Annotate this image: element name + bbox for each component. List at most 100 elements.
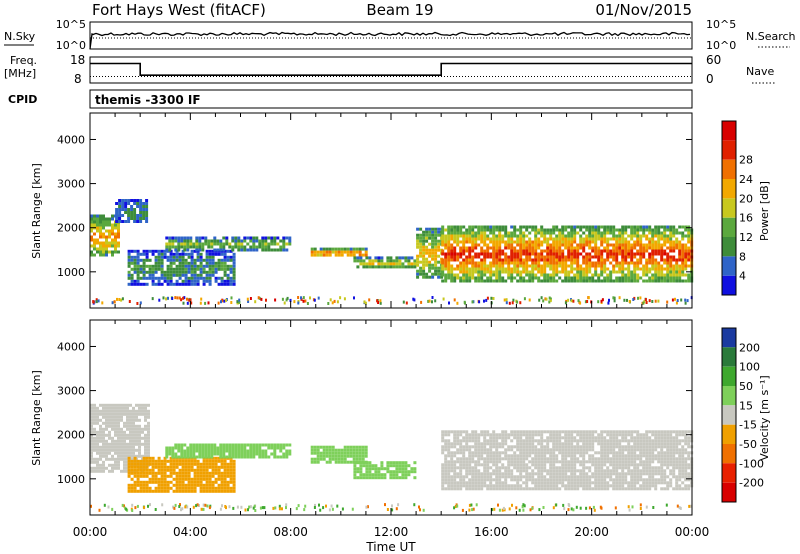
power-cell-2 <box>190 267 194 271</box>
power-cell-2 <box>211 264 215 268</box>
power-cell-0 <box>99 229 102 233</box>
velocity-cell-5 <box>561 448 565 452</box>
power-cell-7 <box>444 240 448 244</box>
velocity-cell-2 <box>177 446 181 450</box>
power-cell-7 <box>555 252 559 256</box>
power-cell-3 <box>177 236 181 240</box>
power-scatter <box>304 299 307 303</box>
power-cell-7 <box>624 228 628 232</box>
velocity-cell-5 <box>642 472 646 476</box>
power-cell-7 <box>624 273 628 277</box>
velocity-cell-0 <box>105 445 108 449</box>
colorbar-swatch <box>722 179 736 199</box>
power-cell-2 <box>184 279 188 283</box>
power-cell-1 <box>145 214 149 217</box>
power-cell-7 <box>555 240 559 244</box>
power-cell-7 <box>615 249 619 253</box>
power-cell-2 <box>142 282 146 286</box>
power-cell-2 <box>181 264 185 268</box>
velocity-cell-5 <box>594 469 598 473</box>
velocity-cell-5 <box>534 457 538 461</box>
power-scatter <box>339 296 342 300</box>
power-cell-2 <box>217 258 221 262</box>
velocity-cell-2 <box>231 452 235 456</box>
velocity-cell-5 <box>531 451 535 455</box>
power-cell-0 <box>90 235 93 239</box>
power-cell-5 <box>395 265 399 269</box>
velocity-cell-1 <box>145 480 149 484</box>
power-scatter <box>300 296 302 300</box>
power-cell-1 <box>118 211 122 214</box>
velocity-cell-5 <box>615 442 619 446</box>
power-cell-7 <box>480 225 484 229</box>
velocity-cell-1 <box>196 465 200 469</box>
power-cell-7 <box>495 276 499 280</box>
velocity-cell-0 <box>114 451 117 455</box>
velocity-cell-5 <box>615 454 619 458</box>
power-cell-0 <box>96 214 99 218</box>
velocity-cell-5 <box>546 478 550 482</box>
power-cell-3 <box>195 236 199 240</box>
power-cell-7 <box>624 255 628 259</box>
power-cell-4 <box>328 247 332 251</box>
power-cell-7 <box>459 231 463 235</box>
velocity-cell-5 <box>597 433 601 437</box>
velocity-cell-5 <box>525 454 529 458</box>
power-cell-3 <box>234 245 238 249</box>
velocity-cell-5 <box>645 466 649 470</box>
velocity-cell-4 <box>359 470 363 474</box>
power-cell-3 <box>171 239 175 243</box>
power-cell-3 <box>171 245 175 249</box>
velocity-cell-0 <box>147 433 150 437</box>
power-scatter <box>676 299 679 302</box>
velocity-cell-2 <box>189 446 193 450</box>
power-cell-7 <box>525 228 529 232</box>
velocity-cell-5 <box>552 460 556 464</box>
velocity-cell-0 <box>108 403 111 407</box>
power-cell-7 <box>552 279 556 283</box>
velocity-cell-5 <box>504 448 508 452</box>
power-cell-0 <box>105 253 108 257</box>
velocity-cell-0 <box>117 421 120 425</box>
power-cell-2 <box>208 267 212 271</box>
power-cell-6 <box>419 260 423 264</box>
velocity-cell-2 <box>249 455 253 459</box>
velocity-cell-0 <box>120 445 123 449</box>
power-scatter <box>542 299 545 303</box>
power-cell-7 <box>564 234 568 238</box>
velocity-cell-1 <box>172 471 176 475</box>
power-cell-0 <box>117 223 120 227</box>
velocity-cell-5 <box>492 442 496 446</box>
power-cell-7 <box>606 225 610 229</box>
velocity-cell-2 <box>198 443 202 447</box>
velocity-cell-1 <box>226 483 230 487</box>
power-cell-7 <box>546 243 550 247</box>
power-cell-7 <box>507 276 511 280</box>
power-scatter <box>549 299 552 303</box>
velocity-cell-0 <box>102 463 105 467</box>
velocity-cell-1 <box>205 459 209 463</box>
power-cell-2 <box>130 258 134 262</box>
power-cell-7 <box>663 231 667 235</box>
velocity-cell-0 <box>132 409 135 413</box>
velocity-cell-5 <box>528 466 532 470</box>
velocity-cell-5 <box>621 457 625 461</box>
power-cell-7 <box>618 246 622 250</box>
power-cell-7 <box>573 234 577 238</box>
power-cell-0 <box>105 250 108 254</box>
power-cell-6 <box>425 260 429 264</box>
power-cell-4 <box>343 250 347 254</box>
power-cell-7 <box>507 273 511 277</box>
velocity-cell-5 <box>540 433 544 437</box>
velocity-cell-5 <box>480 487 484 491</box>
power-cell-7 <box>525 270 529 274</box>
velocity-cell-1 <box>202 459 206 463</box>
power-cell-7 <box>450 225 454 229</box>
power-cell-3 <box>285 242 289 246</box>
velocity-cell-5 <box>540 457 544 461</box>
velocity-cell-5 <box>633 445 637 449</box>
power-cell-7 <box>645 225 649 229</box>
power-cell-7 <box>552 270 556 274</box>
velocity-cell-1 <box>220 459 224 463</box>
